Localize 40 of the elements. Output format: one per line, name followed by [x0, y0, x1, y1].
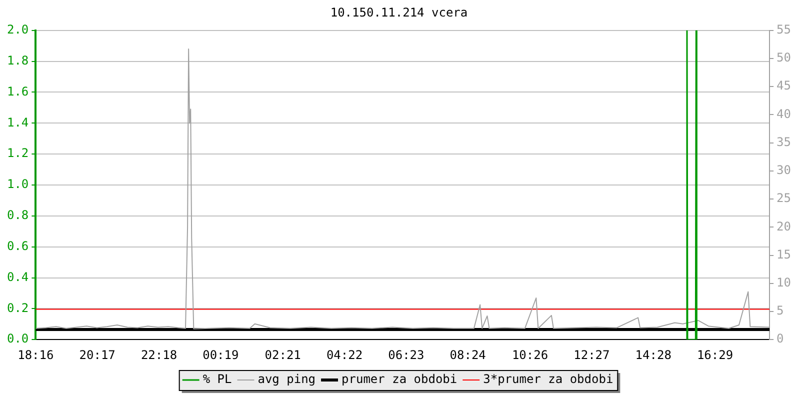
y2-tick-label: 35 — [776, 134, 792, 149]
y2-tick-label: 50 — [776, 50, 792, 65]
x-tick-label: 08:24 — [450, 348, 486, 362]
y2-tick-label: 15 — [776, 247, 792, 262]
y-tick-label: 0.2 — [6, 300, 29, 315]
y-tick-label: 1.4 — [6, 115, 29, 130]
legend-label: 3*prumer za obdobi — [483, 372, 614, 386]
y-tick-label: 0.8 — [6, 208, 29, 222]
chart-title: 10.150.11.214 vcera — [330, 5, 468, 20]
y2-tick-label: 20 — [776, 219, 792, 234]
x-tick-label: 18:16 — [18, 348, 54, 362]
legend-label: % PL — [202, 372, 232, 386]
y-tick-label: 1.8 — [6, 53, 29, 68]
y-tick-label: 0.4 — [6, 270, 29, 284]
x-tick-label: 16:29 — [696, 348, 734, 362]
x-tick-label: 06:23 — [388, 348, 424, 362]
legend-label: avg ping — [258, 372, 316, 386]
x-tick-label: 02:21 — [264, 348, 301, 362]
y2-tick-label: 25 — [776, 191, 792, 206]
y2-tick-label: 45 — [776, 78, 792, 93]
y-tick-label: 1.6 — [6, 84, 29, 98]
y2-tick-label: 40 — [776, 106, 792, 121]
legend-label: prumer za obdobi — [342, 372, 458, 386]
y-tick-label: 0.6 — [6, 238, 29, 253]
x-tick-label: 00:19 — [202, 348, 239, 362]
y2-tick-label: 55 — [776, 22, 792, 37]
y-tick-label: 1.2 — [6, 146, 29, 160]
x-tick-label: 12:27 — [574, 348, 610, 362]
x-tick-label: 14:28 — [635, 348, 672, 362]
y2-tick-label: 30 — [776, 163, 792, 178]
y-tick-label: 2.0 — [6, 22, 29, 37]
x-tick-label: 10:26 — [512, 348, 548, 362]
y2-tick-label: 5 — [776, 304, 784, 318]
x-tick-label: 20:17 — [79, 348, 116, 362]
x-tick-label: 04:22 — [326, 348, 363, 362]
x-tick-label: 22:18 — [140, 348, 178, 362]
y2-tick-label: 10 — [776, 276, 792, 290]
y-tick-label: 0.0 — [6, 332, 29, 346]
y-tick-label: 1.0 — [6, 177, 29, 192]
y2-tick-label: 0 — [776, 332, 784, 346]
